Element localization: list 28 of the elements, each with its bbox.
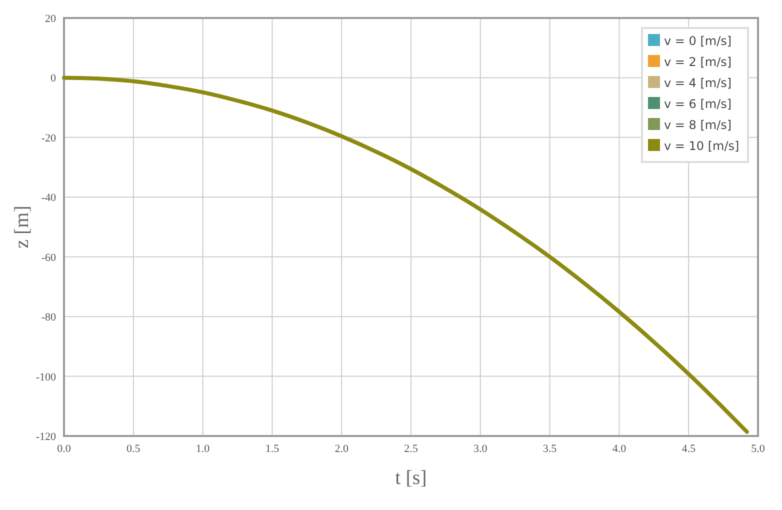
y-tick-label: -80	[41, 312, 56, 324]
legend-label: v = 10 [m/s]	[664, 139, 740, 153]
x-tick-label: 3.0	[474, 443, 488, 455]
legend-label: v = 2 [m/s]	[664, 55, 732, 69]
x-tick-label: 0.0	[57, 443, 72, 455]
x-tick-label: 3.5	[542, 443, 558, 455]
legend-label: v = 8 [m/s]	[664, 118, 732, 132]
x-tick-label: 2.5	[404, 443, 418, 455]
x-tick-label: 4.0	[612, 443, 627, 455]
legend-label: v = 0 [m/s]	[664, 34, 732, 48]
y-tick-label: -20	[41, 132, 56, 144]
y-tick-label: 20	[45, 13, 56, 25]
y-tick-label: -120	[36, 431, 56, 443]
x-tick-label: 1.5	[265, 443, 280, 455]
legend-label: v = 6 [m/s]	[664, 97, 732, 111]
y-tick-label: -40	[41, 192, 56, 204]
y-tick-label: -100	[36, 371, 56, 384]
x-axis-title: t [s]	[395, 467, 427, 489]
x-tick-label: 1.0	[196, 443, 210, 455]
x-tick-label: 4.5	[682, 443, 696, 455]
line-series	[62, 76, 749, 434]
y-tick-label: -60	[41, 252, 56, 264]
x-tick-label: 5.0	[751, 443, 766, 455]
y-tick-label: 0	[50, 72, 56, 85]
y-axis-title: z [m]	[11, 206, 33, 248]
x-tick-label: 0.5	[126, 443, 141, 455]
legend-label: v = 4 [m/s]	[664, 76, 732, 90]
x-tick-label: 2.0	[334, 443, 349, 455]
